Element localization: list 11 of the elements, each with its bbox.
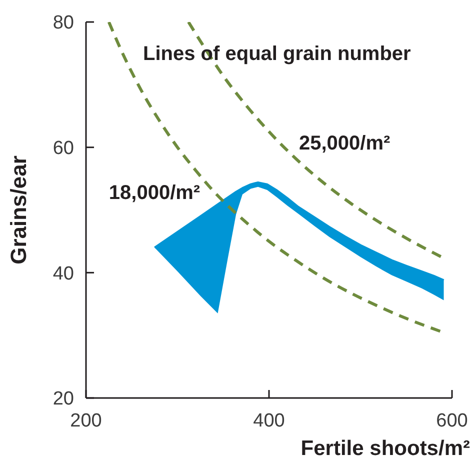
x-tick-label: 600 (436, 410, 468, 432)
x-tick-label: 200 (70, 410, 102, 432)
x-tick-label: 400 (253, 410, 285, 432)
y-tick-label: 20 (52, 388, 74, 410)
y-tick-label: 60 (52, 138, 74, 159)
x-axis-title: Fertile shoots/m² (300, 437, 470, 459)
series-label: 25,000/m² (299, 132, 391, 155)
y-axis-title: Grains/ear (6, 155, 31, 264)
y-tick-label: 40 (52, 263, 74, 284)
series-label: 18,000/m² (108, 182, 200, 204)
y-tick-label: 80 (52, 12, 74, 34)
